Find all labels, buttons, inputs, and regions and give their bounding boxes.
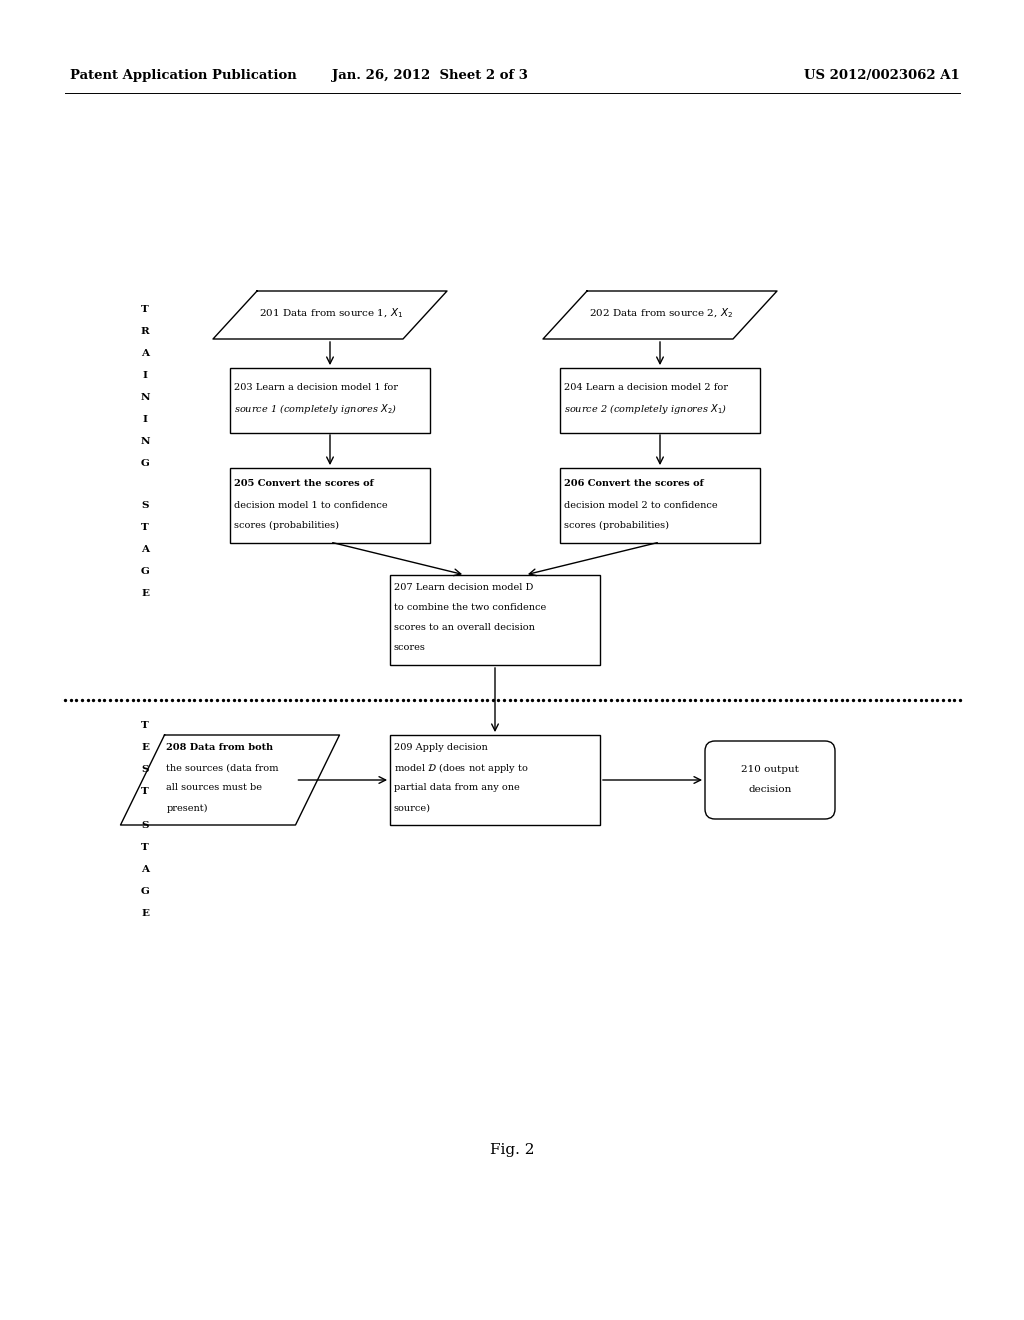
Text: source 2 (completely ignores $X_1$): source 2 (completely ignores $X_1$) <box>564 403 727 416</box>
Text: source 1 (completely ignores $X_2$): source 1 (completely ignores $X_2$) <box>234 403 397 416</box>
Text: 203 Learn a decision model 1 for: 203 Learn a decision model 1 for <box>234 384 398 392</box>
Text: Jan. 26, 2012  Sheet 2 of 3: Jan. 26, 2012 Sheet 2 of 3 <box>332 69 528 82</box>
Text: 204 Learn a decision model 2 for: 204 Learn a decision model 2 for <box>564 384 728 392</box>
Bar <box>560 367 760 433</box>
Text: G: G <box>140 459 150 469</box>
Text: 205 Convert the scores of: 205 Convert the scores of <box>234 479 374 487</box>
Text: E: E <box>141 742 150 751</box>
Text: N: N <box>140 437 150 446</box>
Text: I: I <box>142 371 147 380</box>
Text: decision model 2 to confidence: decision model 2 to confidence <box>564 500 718 510</box>
Text: E: E <box>141 908 150 917</box>
Text: 210 output: 210 output <box>741 766 799 775</box>
Bar <box>390 576 600 665</box>
Text: 207 Learn decision model D: 207 Learn decision model D <box>394 583 534 593</box>
Text: A: A <box>141 350 150 359</box>
Text: G: G <box>140 566 150 576</box>
Text: 201 Data from source 1, $X_1$: 201 Data from source 1, $X_1$ <box>259 306 403 319</box>
Text: source): source) <box>394 804 431 813</box>
Text: T: T <box>141 523 148 532</box>
Text: T: T <box>141 787 148 796</box>
Bar <box>230 467 430 543</box>
Text: R: R <box>140 327 150 337</box>
Text: N: N <box>140 393 150 403</box>
Text: A: A <box>141 865 150 874</box>
Text: E: E <box>141 589 150 598</box>
Text: Fig. 2: Fig. 2 <box>489 1143 535 1158</box>
Text: to combine the two confidence: to combine the two confidence <box>394 603 546 612</box>
Bar <box>560 467 760 543</box>
Text: the sources (data from: the sources (data from <box>167 763 279 772</box>
Text: decision: decision <box>749 785 792 795</box>
Text: scores: scores <box>394 644 426 652</box>
Text: 208 Data from both: 208 Data from both <box>167 743 273 752</box>
Text: T: T <box>141 842 148 851</box>
Text: all sources must be: all sources must be <box>167 784 262 792</box>
Text: A: A <box>141 544 150 553</box>
Text: scores (probabilities): scores (probabilities) <box>234 520 339 529</box>
Text: T: T <box>141 305 148 314</box>
Text: I: I <box>142 416 147 425</box>
Text: T: T <box>141 721 148 730</box>
Bar <box>230 367 430 433</box>
Text: 206 Convert the scores of: 206 Convert the scores of <box>564 479 703 487</box>
Bar <box>390 735 600 825</box>
Text: S: S <box>141 821 148 829</box>
Text: G: G <box>140 887 150 895</box>
Text: US 2012/0023062 A1: US 2012/0023062 A1 <box>804 69 961 82</box>
Text: decision model 1 to confidence: decision model 1 to confidence <box>234 500 388 510</box>
Text: present): present) <box>167 804 208 813</box>
Text: scores (probabilities): scores (probabilities) <box>564 520 669 529</box>
Text: Patent Application Publication: Patent Application Publication <box>70 69 297 82</box>
FancyBboxPatch shape <box>705 741 835 818</box>
Text: 202 Data from source 2, $X_2$: 202 Data from source 2, $X_2$ <box>589 306 733 319</box>
Text: partial data from any one: partial data from any one <box>394 784 520 792</box>
Text: S: S <box>141 764 148 774</box>
Text: scores to an overall decision: scores to an overall decision <box>394 623 535 632</box>
Text: 209 Apply decision: 209 Apply decision <box>394 743 487 752</box>
Text: model $\mathcal{D}$ (does not apply to: model $\mathcal{D}$ (does not apply to <box>394 762 528 775</box>
Text: S: S <box>141 500 148 510</box>
